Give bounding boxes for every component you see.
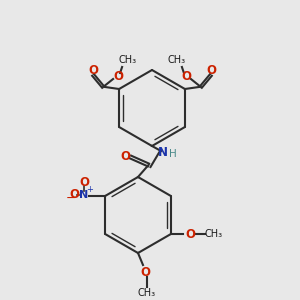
Text: O: O	[206, 64, 216, 76]
Text: O: O	[69, 188, 79, 202]
Text: −: −	[66, 191, 76, 205]
Text: O: O	[181, 70, 191, 83]
Text: CH₃: CH₃	[168, 55, 186, 65]
Text: O: O	[140, 266, 150, 278]
Text: O: O	[185, 227, 195, 241]
Text: N: N	[80, 190, 89, 200]
Text: O: O	[113, 70, 123, 83]
Text: +: +	[87, 184, 94, 194]
Text: CH₃: CH₃	[205, 229, 223, 239]
Text: O: O	[79, 176, 89, 188]
Text: O: O	[121, 151, 130, 164]
Text: O: O	[88, 64, 98, 76]
Text: N: N	[158, 146, 168, 160]
Text: CH₃: CH₃	[138, 288, 156, 298]
Text: H: H	[169, 149, 177, 159]
Text: CH₃: CH₃	[118, 55, 136, 65]
